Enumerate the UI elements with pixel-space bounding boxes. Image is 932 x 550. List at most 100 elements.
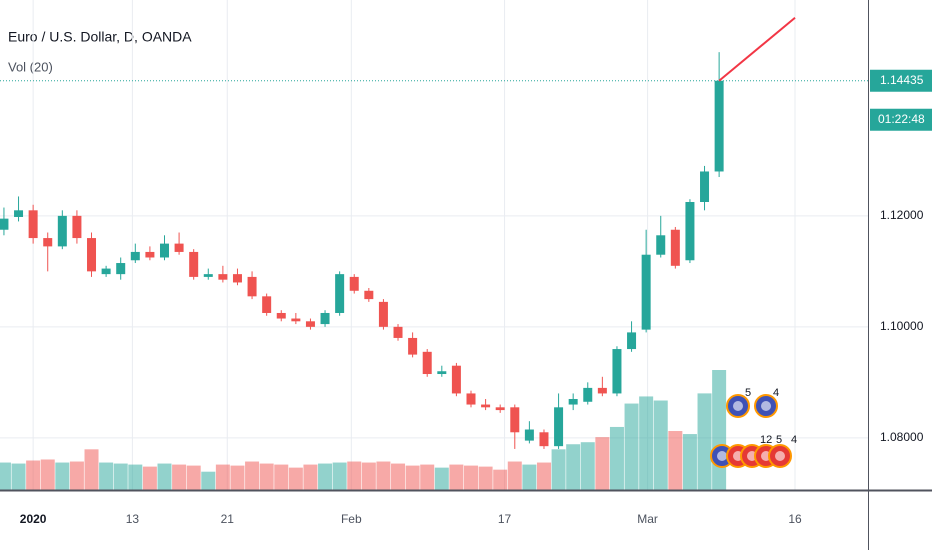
candle-body	[14, 210, 24, 217]
candle-body	[247, 276, 257, 297]
volume-bar	[245, 461, 260, 490]
candle-body	[291, 318, 301, 322]
volume-bar	[493, 469, 508, 490]
event-count: 4	[791, 434, 797, 446]
candle-body	[232, 274, 242, 283]
candle-body	[203, 274, 213, 277]
candle-body	[57, 215, 67, 247]
volume-bar	[697, 393, 712, 490]
volume-bar	[186, 465, 201, 490]
volume-bar	[405, 465, 420, 490]
candle-body	[685, 201, 695, 261]
volume-bar	[318, 463, 333, 490]
volume-bar	[449, 464, 464, 490]
volume-bar	[230, 465, 245, 490]
x-tick-label: Feb	[341, 512, 362, 526]
volume-bar	[84, 449, 99, 490]
volume-bar	[434, 467, 449, 490]
volume-bar	[580, 442, 595, 490]
x-tick-label: 21	[221, 512, 235, 526]
candle-body	[87, 238, 97, 272]
candle-body	[656, 235, 666, 255]
volume-bar	[653, 400, 668, 490]
event-count: 5	[776, 434, 782, 446]
candle-body	[481, 404, 491, 408]
candle-body	[0, 218, 9, 230]
volume-bar	[55, 462, 70, 490]
candle-body	[335, 274, 345, 313]
volume-bar	[624, 403, 639, 490]
candle-body	[43, 238, 53, 247]
x-tick-label: 2020	[20, 512, 47, 526]
event-icon-inner	[761, 401, 771, 411]
volume-bar	[113, 463, 128, 490]
countdown-label: 01:22:48	[878, 112, 925, 126]
volume-bar	[478, 466, 493, 490]
projection-line	[718, 16, 796, 82]
volume-bar	[128, 464, 143, 490]
volume-bar	[288, 467, 303, 490]
volume-bar	[551, 449, 566, 490]
volume-bar	[40, 459, 55, 490]
volume-bar	[391, 463, 406, 490]
candle-body	[364, 290, 374, 300]
candle-body	[422, 351, 432, 375]
volume-bar	[712, 370, 727, 490]
y-tick-label: 1.12000	[880, 208, 924, 222]
event-icon-inner	[733, 401, 743, 411]
volume-bar	[259, 463, 274, 490]
volume-bar	[69, 461, 84, 490]
event-count: 4	[773, 387, 779, 399]
y-tick-label: 1.10000	[880, 319, 924, 333]
volume-bar	[347, 461, 362, 490]
price-label: 1.14435	[880, 73, 924, 87]
candle-body	[189, 251, 199, 277]
x-tick-label: 17	[498, 512, 512, 526]
x-tick-label: 16	[788, 512, 802, 526]
volume-bar	[463, 465, 478, 490]
volume-bar	[595, 437, 610, 490]
event-count: 12	[760, 434, 772, 446]
candle-body	[466, 393, 476, 405]
volume-bar	[26, 460, 41, 490]
x-tick-label: Mar	[637, 512, 658, 526]
candle-body	[305, 321, 315, 327]
candle-body	[510, 407, 520, 433]
volume-bar	[682, 434, 697, 490]
candle-body	[627, 332, 637, 350]
volume-bar	[99, 462, 114, 490]
candle-body	[101, 268, 111, 275]
candle-body	[72, 215, 82, 239]
candle-body	[159, 243, 169, 258]
volume-bar	[274, 464, 289, 490]
volume-bar	[157, 463, 172, 490]
candle-body	[641, 254, 651, 330]
volume-bar	[639, 396, 654, 490]
volume-bar	[566, 444, 581, 490]
volume-bar	[142, 466, 157, 490]
candle-body	[130, 251, 140, 261]
candle-body	[700, 171, 710, 202]
candle-body	[218, 274, 228, 280]
price-badge	[870, 69, 932, 92]
candle-body	[568, 398, 578, 405]
candle-body	[539, 432, 549, 447]
volume-bar	[215, 464, 230, 490]
candle-body	[174, 243, 184, 252]
volume-bar	[536, 462, 551, 490]
candle-body	[714, 80, 724, 172]
candle-body	[116, 263, 126, 275]
candle-body	[145, 251, 155, 258]
countdown-badge	[870, 108, 932, 131]
event-count: 5	[745, 387, 751, 399]
volume-bar	[11, 463, 26, 490]
candle-body	[320, 312, 330, 325]
volume-bar	[507, 461, 522, 490]
candle-body	[378, 301, 388, 327]
candle-body	[583, 387, 593, 402]
candle-body	[276, 312, 286, 319]
plot	[0, 0, 868, 490]
candle-body	[451, 365, 461, 394]
candle-body	[349, 276, 359, 291]
